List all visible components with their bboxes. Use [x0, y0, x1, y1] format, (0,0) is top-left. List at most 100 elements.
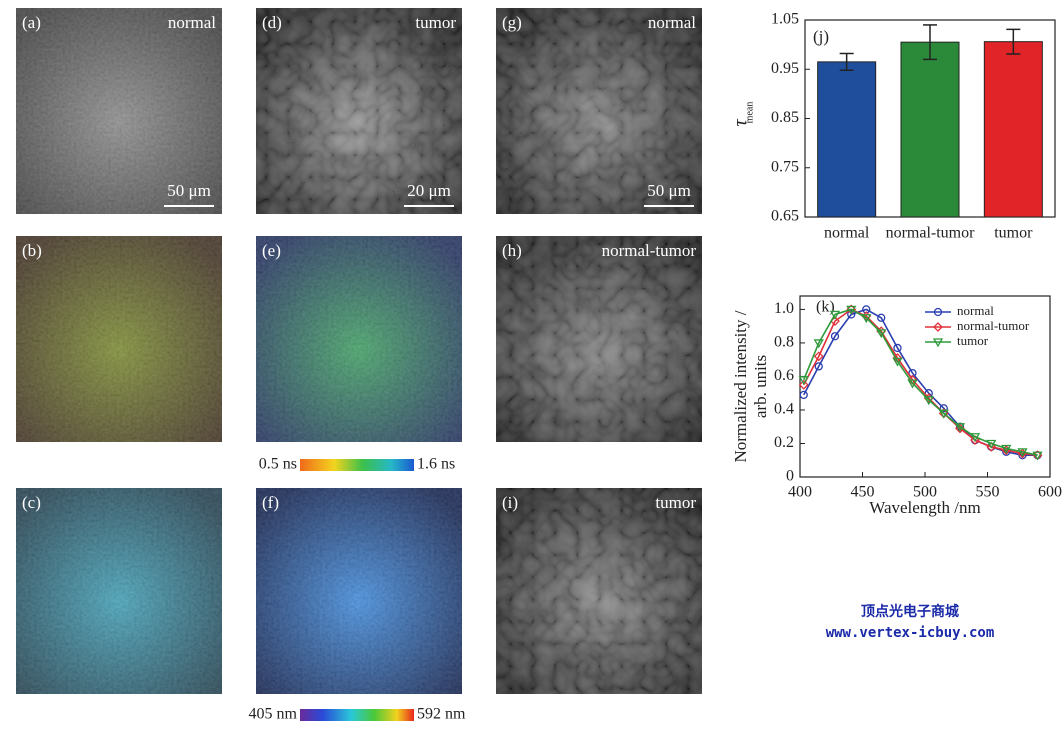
- panel-title: (j): [813, 27, 829, 46]
- image-texture: [16, 488, 222, 694]
- marker: [813, 339, 824, 349]
- marker: [799, 390, 808, 400]
- y-tick-label: 1.0: [774, 300, 794, 317]
- y-tick-label: 0.8: [774, 334, 794, 351]
- marker: [986, 441, 997, 452]
- panel-label: (d): [262, 13, 282, 32]
- x-tick-label: 400: [788, 484, 812, 501]
- marker: [933, 307, 943, 317]
- panel-label: (b): [22, 241, 42, 260]
- marker: [938, 409, 949, 419]
- y-tick-label: 0.65: [771, 208, 799, 225]
- marker: [829, 310, 841, 320]
- marker: [933, 322, 943, 332]
- scale-label: 50 μm: [647, 181, 691, 200]
- marker: [813, 351, 824, 362]
- y-tick-label: 0.2: [774, 434, 794, 451]
- image-texture: [256, 236, 462, 442]
- y-tick-label: 0.6: [774, 367, 794, 384]
- marker: [814, 362, 823, 371]
- legend-label: normal: [957, 303, 994, 318]
- x-tick-label: 500: [913, 484, 937, 501]
- panel-label: (g): [502, 13, 522, 32]
- y-axis-label: Normalized intensity /: [731, 310, 750, 462]
- y-axis-label-sub: mean: [744, 102, 755, 124]
- x-tick-label: 600: [1038, 484, 1062, 501]
- watermark-name: 顶点光电子商城: [861, 603, 959, 620]
- bar: [900, 41, 960, 218]
- watermark-url: www.vertex-icbuy.com: [826, 625, 995, 641]
- series-line: [803, 308, 1038, 457]
- y-tick-label: 1.05: [771, 11, 799, 28]
- panel-label: (h): [502, 241, 522, 260]
- panel-label: (e): [262, 241, 281, 260]
- panel-annotation: tumor: [415, 13, 456, 32]
- image-texture: [16, 236, 222, 442]
- x-tick-label: tumor: [994, 225, 1033, 242]
- colorbar-min: 0.5 ns: [259, 456, 297, 473]
- x-tick-label: 450: [851, 484, 875, 501]
- marker: [1032, 451, 1043, 461]
- panel-title: (k): [816, 299, 835, 316]
- panel-label: (i): [502, 493, 518, 512]
- marker: [932, 338, 944, 348]
- panel-label: (c): [22, 493, 41, 512]
- colorbar: [300, 459, 414, 471]
- colorbar-max: 592 nm: [417, 706, 466, 723]
- marker: [798, 379, 809, 390]
- marker: [939, 404, 948, 413]
- marker: [923, 396, 934, 406]
- marker: [970, 435, 980, 446]
- image-texture: [496, 236, 702, 442]
- image-texture: [496, 488, 702, 694]
- scale-label: 20 μm: [407, 181, 451, 200]
- y-tick-label: 0.95: [771, 60, 799, 77]
- marker: [830, 332, 840, 341]
- panel-annotation: tumor: [655, 493, 696, 512]
- legend-label: normal-tumor: [957, 318, 1030, 333]
- image-texture: [256, 8, 462, 214]
- marker: [1001, 444, 1012, 454]
- panel-annotation: normal: [648, 13, 696, 32]
- marker: [847, 310, 856, 319]
- y-tick-label: 0.75: [771, 158, 799, 175]
- image-texture: [496, 8, 702, 214]
- panel-annotation: normal-tumor: [602, 241, 697, 260]
- colorbar: [300, 709, 414, 721]
- x-tick-label: normal: [824, 225, 870, 242]
- panel-annotation: normal: [168, 13, 216, 32]
- bar: [817, 61, 877, 218]
- series-line: [803, 308, 1038, 456]
- marker: [877, 313, 886, 322]
- y-axis-label: τ: [730, 119, 752, 127]
- panel-label: (f): [262, 493, 279, 512]
- panel-label: (a): [22, 13, 41, 32]
- colorbar-min: 405 nm: [249, 706, 298, 723]
- marker: [954, 423, 966, 433]
- marker: [1017, 448, 1028, 458]
- y-tick-label: 0.85: [771, 109, 799, 126]
- bar: [983, 41, 1043, 218]
- series-line: [803, 308, 1038, 457]
- x-axis-label: Wavelength /nm: [869, 498, 980, 517]
- x-tick-label: 550: [976, 484, 1000, 501]
- marker: [846, 305, 857, 315]
- y-axis-label: arb. units: [751, 355, 770, 418]
- colorbar-max: 1.6 ns: [417, 456, 455, 473]
- marker: [798, 376, 809, 386]
- marker: [861, 314, 872, 324]
- marker: [892, 357, 903, 367]
- marker: [907, 379, 918, 389]
- marker: [893, 343, 902, 353]
- y-tick-label: 0: [786, 468, 794, 485]
- x-tick-label: normal-tumor: [886, 225, 976, 242]
- marker: [969, 433, 981, 443]
- image-texture: [16, 8, 222, 214]
- legend-label: tumor: [957, 333, 989, 348]
- scale-label: 50 μm: [167, 181, 211, 200]
- marker: [876, 329, 887, 339]
- marker: [986, 439, 997, 449]
- y-tick-label: 0.4: [774, 401, 794, 418]
- image-texture: [256, 488, 462, 694]
